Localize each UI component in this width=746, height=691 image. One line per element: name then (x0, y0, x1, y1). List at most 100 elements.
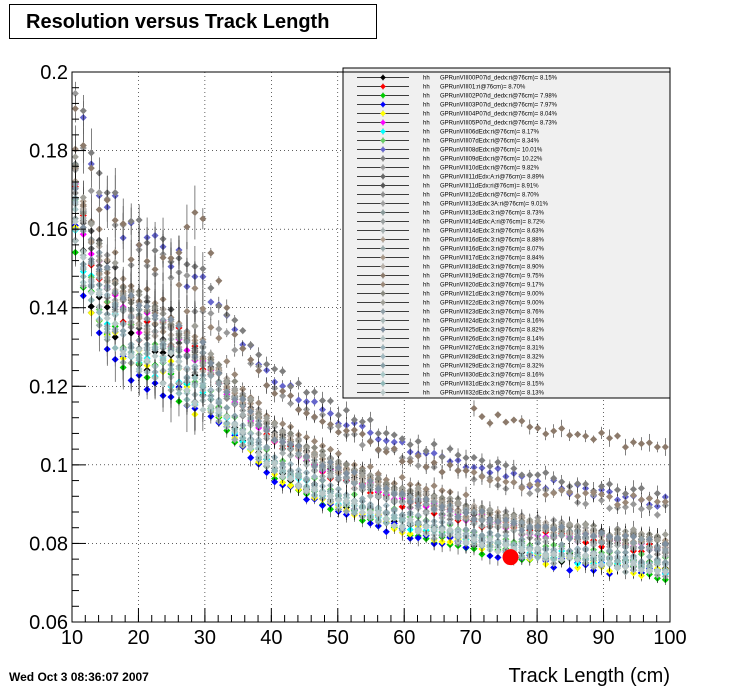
data-point (494, 458, 502, 466)
data-point (534, 486, 542, 494)
data-point (326, 397, 335, 405)
data-point (255, 351, 263, 359)
data-point (342, 406, 350, 414)
data-point (637, 484, 645, 492)
data-point (406, 441, 414, 449)
data-point (478, 464, 486, 472)
data-point (414, 534, 422, 542)
data-point (446, 445, 454, 453)
data-point (295, 396, 303, 404)
data-point (287, 482, 295, 490)
data-point (215, 302, 223, 310)
data-point (382, 528, 390, 536)
data-point (127, 217, 135, 225)
data-point (582, 480, 590, 488)
data-point (534, 471, 542, 479)
data-point (653, 489, 661, 497)
data-point (653, 511, 661, 519)
data-point (606, 504, 614, 512)
data-point (334, 411, 342, 419)
data-point (414, 437, 422, 445)
data-point (414, 462, 422, 470)
data-point (87, 187, 95, 195)
data-point (526, 489, 534, 498)
data-point (645, 503, 653, 512)
data-point (613, 486, 622, 494)
data-point (366, 416, 374, 424)
data-point (231, 346, 239, 354)
data-point (151, 246, 159, 254)
data-point (430, 449, 438, 457)
data-point (71, 89, 79, 97)
data-point (287, 399, 295, 408)
data-point (310, 388, 319, 396)
data-point (518, 471, 526, 479)
data-point (582, 500, 590, 508)
data-point (382, 429, 390, 437)
data-point (199, 265, 207, 273)
data-point (79, 107, 87, 115)
data-point (279, 382, 287, 390)
chart-title: Resolution versus Track Length (26, 11, 329, 34)
data-point (263, 360, 271, 368)
data-point (542, 469, 550, 477)
title-box: Resolution versus Track Length (9, 4, 377, 39)
data-point (430, 440, 438, 448)
data-point (462, 454, 470, 462)
data-point (326, 409, 335, 418)
data-point (358, 418, 366, 426)
data-point (606, 480, 614, 488)
data-point (358, 441, 366, 449)
data-point (271, 478, 279, 486)
data-point (247, 341, 255, 349)
data-point (247, 454, 255, 462)
data-point (494, 465, 502, 473)
data-point (558, 478, 566, 486)
data-point (574, 480, 582, 488)
data-point (263, 468, 271, 477)
data-point (438, 538, 446, 546)
data-point (398, 435, 406, 443)
data-point (598, 496, 606, 504)
data-point (510, 465, 518, 473)
data-points (71, 81, 669, 586)
data-point (486, 462, 494, 470)
data-point (629, 500, 637, 508)
data-point (598, 482, 606, 490)
data-point (526, 471, 534, 479)
data-point (374, 435, 382, 443)
data-point (422, 447, 430, 455)
data-point (303, 389, 311, 397)
data-point (550, 474, 558, 482)
data-point (350, 416, 358, 424)
data-point (390, 431, 398, 439)
data-point (382, 437, 390, 445)
data-point (295, 379, 303, 387)
data-point (454, 451, 462, 459)
data-point (366, 429, 374, 437)
data-point (135, 216, 143, 224)
data-point (87, 149, 95, 157)
data-point (303, 495, 311, 504)
data-point (318, 397, 327, 405)
data-point (637, 505, 645, 513)
data-point (239, 327, 247, 335)
data-point (215, 325, 223, 333)
data-point (111, 189, 119, 197)
data-point (390, 438, 398, 446)
data-point (478, 456, 486, 464)
data-point (566, 566, 574, 574)
data-point (334, 422, 342, 430)
data-point (310, 398, 319, 406)
data-point (438, 453, 446, 461)
data-point (629, 485, 637, 493)
data-point (621, 503, 630, 511)
data-point (502, 461, 510, 469)
data-point (279, 367, 287, 375)
data-point (231, 316, 239, 324)
data-point (374, 429, 382, 437)
data-point (271, 365, 279, 373)
data-point (621, 490, 630, 498)
data-point (287, 383, 295, 391)
